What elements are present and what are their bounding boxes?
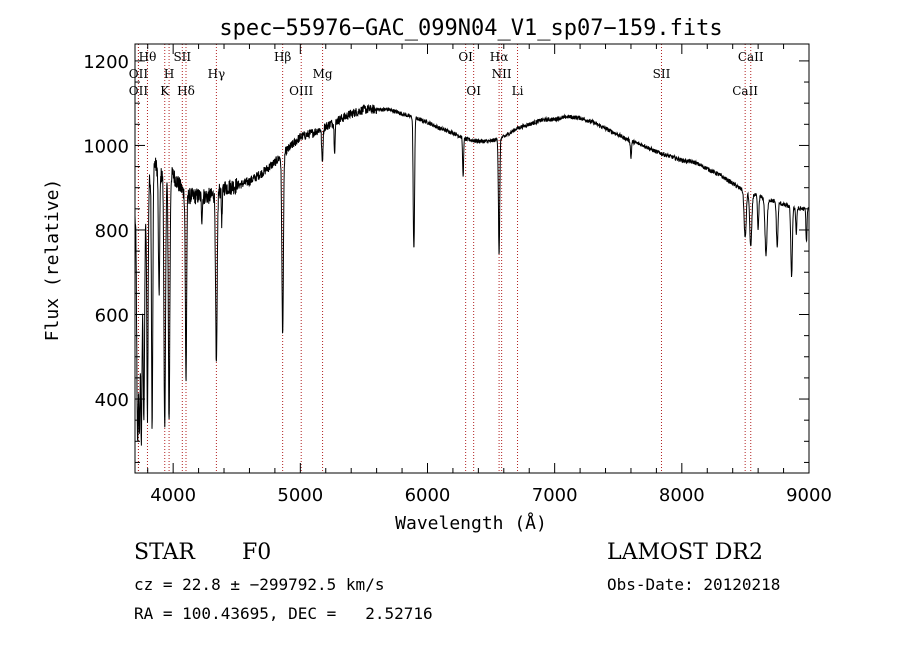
y-tick-label-2: 800 [95,221,129,242]
y-tick-label-4: 1200 [83,52,129,73]
redshift-velocity: cz = 22.8 ± −299792.5 km/s [134,575,385,594]
object-class: STAR [134,540,195,565]
line-label-17: CaII [738,50,764,64]
y-tick-label-0: 400 [95,390,129,411]
spectrum-line [134,103,810,446]
line-label-16: SII [653,67,671,81]
line-label-0: Hθ [139,50,157,64]
y-tick-label-1: 600 [95,306,129,327]
line-label-5: K [160,84,170,98]
object-subclass: F0 [242,540,272,565]
line-label-11: OI [458,50,473,64]
line-label-9: Mg [313,67,333,81]
x-tick-label-1: 5000 [277,485,323,506]
chart-title: spec−55976−GAC_099N04_V1_sp07−159.fits [219,16,722,41]
line-label-18: CaII [732,84,758,98]
line-label-6: Hδ [177,84,195,98]
line-label-2: OII [129,84,149,98]
line-label-3: SII [173,50,191,64]
x-tick-label-2: 6000 [405,485,451,506]
line-label-8: Hβ [274,50,291,64]
x-axis-label: Wavelength (Å) [395,512,547,534]
line-label-4: H [164,67,174,81]
line-label-12: OI [466,84,481,98]
x-tick-label-0: 4000 [150,485,196,506]
x-tick-label-3: 7000 [532,485,578,506]
line-label-10: OIII [289,84,313,98]
line-label-13: Hα [490,50,509,64]
x-tick-label-4: 8000 [659,485,705,506]
y-tick-label-3: 1000 [83,136,129,157]
line-label-14: NII [492,67,512,81]
line-label-15: Li [512,84,524,98]
x-axis: 4000 5000 6000 7000 8000 9000 [147,44,832,506]
line-label-7: Hγ [208,67,226,81]
observation-date: Obs-Date: 20120218 [607,575,781,594]
survey-name: LAMOST DR2 [607,540,763,565]
x-tick-label-5: 9000 [786,485,832,506]
coordinates: RA = 100.43695, DEC = 2.52716 [134,604,433,623]
y-axis-label: Flux (relative) [42,179,63,342]
y-axis: 400 600 800 1000 1200 [83,52,809,463]
plot-frame [134,43,810,474]
